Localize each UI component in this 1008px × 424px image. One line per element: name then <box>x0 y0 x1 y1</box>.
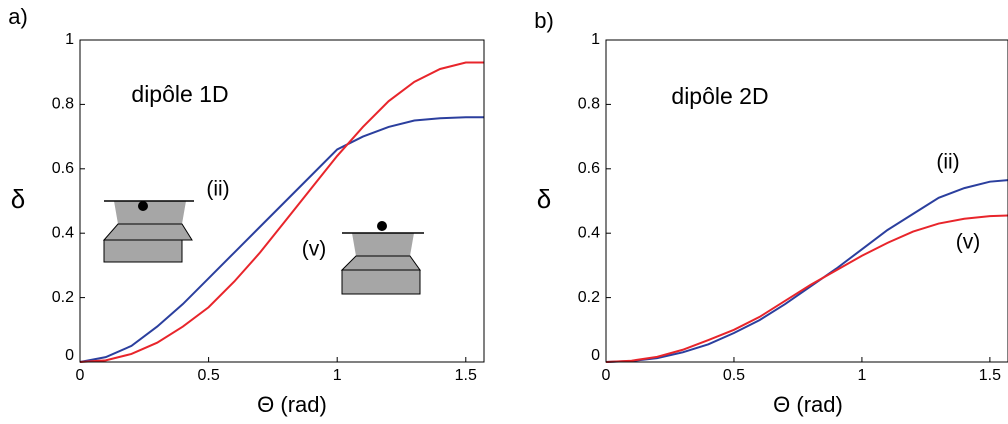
y-axis-label: δ <box>11 184 25 214</box>
axes-frame <box>79 39 485 363</box>
annotation: dipôle 2D <box>671 83 768 109</box>
x-axis-label: Θ (rad) <box>773 392 843 417</box>
y-tick-label: 0.6 <box>578 160 600 177</box>
icon-setup-v <box>340 221 424 295</box>
x-tick-label: 1 <box>857 367 866 384</box>
y-tick-label: 1 <box>65 31 74 48</box>
icon-setup-ii <box>102 200 194 263</box>
y-axis-label: δ <box>537 184 551 214</box>
y-tick-label: 0.8 <box>578 96 600 113</box>
line <box>79 61 484 363</box>
y-tick-label: 0.6 <box>52 160 74 177</box>
x-tick-label: 1.5 <box>979 367 1001 384</box>
x-tick-label: 0 <box>76 367 85 384</box>
y-tick-label: 0 <box>65 347 74 364</box>
x-tick-label: 1 <box>333 367 342 384</box>
series-label: (v) <box>956 231 981 254</box>
x-axis-label: Θ (rad) <box>257 392 327 417</box>
x-tick-label: 0.5 <box>197 367 219 384</box>
annotation: dipôle 1D <box>131 81 228 107</box>
y-tick-label: 1 <box>591 31 600 48</box>
line <box>605 179 1008 363</box>
x-tick-label: 0 <box>602 367 611 384</box>
y-tick-label: 0.2 <box>52 289 74 306</box>
panel-label: b) <box>534 8 554 33</box>
y-tick-label: 0.4 <box>52 224 74 241</box>
x-tick-label: 1.5 <box>455 367 477 384</box>
line <box>605 214 1008 363</box>
axes-frame <box>605 39 1008 363</box>
y-tick-label: 0.4 <box>578 224 600 241</box>
series-label: (ii) <box>206 178 229 201</box>
panel-label: a) <box>8 4 28 29</box>
line <box>79 116 484 363</box>
y-tick-label: 0.2 <box>578 289 600 306</box>
series-label: (ii) <box>936 151 959 174</box>
series-label: (v) <box>302 238 327 261</box>
x-tick-label: 0.5 <box>723 367 745 384</box>
y-tick-label: 0.8 <box>52 96 74 113</box>
y-tick-label: 0 <box>591 347 600 364</box>
